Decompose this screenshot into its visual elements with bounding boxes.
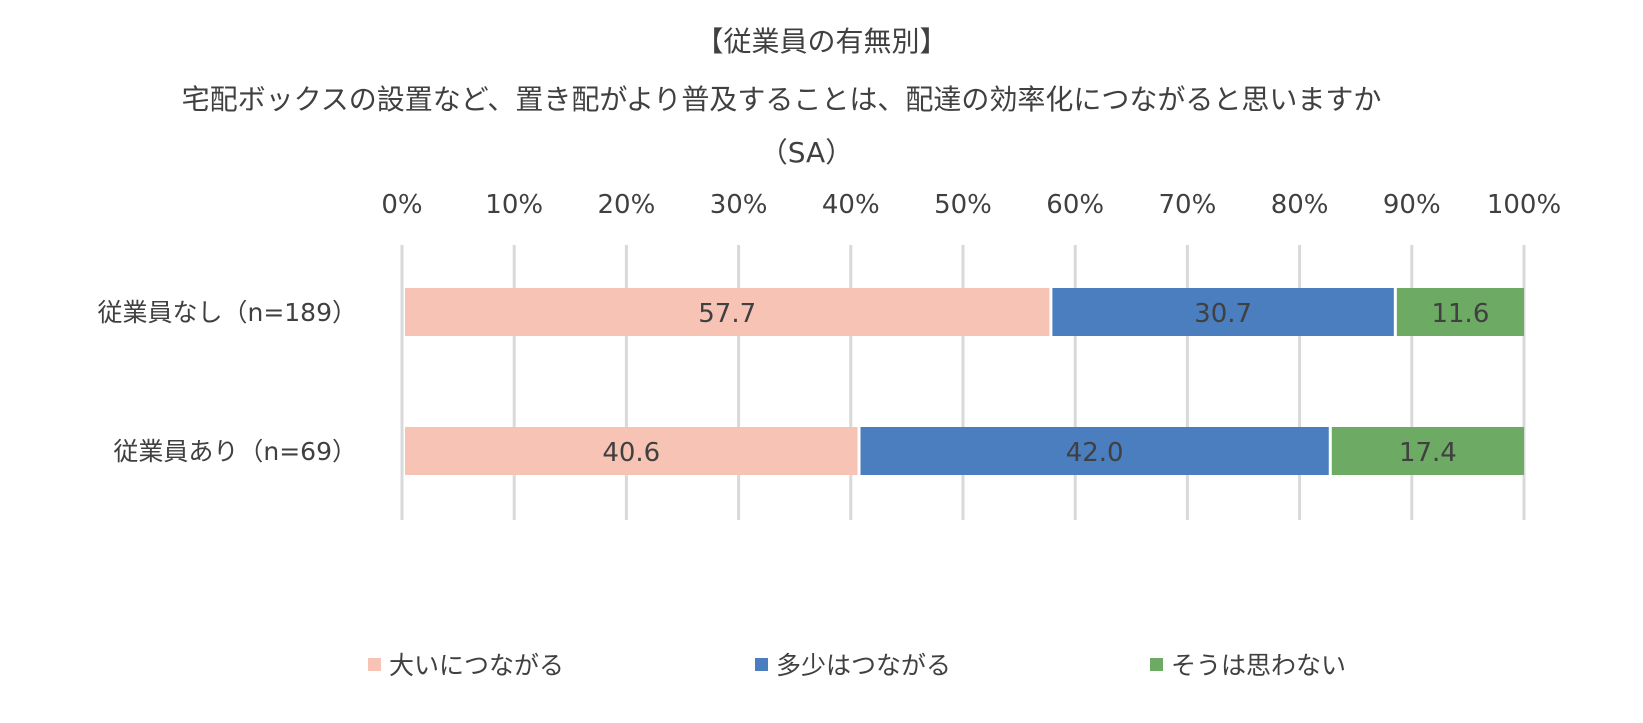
chart-title-line-3: （SA）	[759, 136, 854, 169]
x-tick-label: 20%	[598, 190, 656, 220]
legend-label-series-3: そうは思わない	[1171, 651, 1347, 680]
data-label: 30.7	[1194, 299, 1252, 329]
bar-segment	[1331, 427, 1524, 475]
chart-legend: 大いにつながる 多少はつながる そうは思わない	[0, 646, 1643, 680]
legend-label-series-2: 多少はつながる	[776, 651, 952, 680]
chart-title-line-2: 宅配ボックスの設置など、置き配がより普及することは、配達の効率化につながると思い…	[181, 83, 1382, 116]
bar-segment	[860, 427, 1329, 475]
x-tick-label: 0%	[381, 190, 422, 220]
x-tick-label: 30%	[710, 190, 768, 220]
legend-item-series-3: そうは思わない	[1150, 646, 1346, 682]
x-tick-label: 90%	[1383, 190, 1441, 220]
data-label: 42.0	[1066, 438, 1124, 468]
bar-segment	[405, 288, 1050, 336]
x-tick-label: 60%	[1046, 190, 1104, 220]
x-tick-label: 10%	[485, 190, 543, 220]
bar-segment	[1052, 288, 1394, 336]
data-label: 11.6	[1431, 299, 1489, 329]
legend-label-series-1: 大いにつながる	[389, 651, 565, 680]
x-tick-label: 100%	[1487, 190, 1561, 220]
chart-title-line-1: 【従業員の有無別】	[695, 25, 948, 58]
legend-swatch-series-1	[368, 657, 381, 671]
legend-item-series-2: 多少はつながる	[755, 646, 951, 682]
data-label: 40.6	[602, 438, 660, 468]
category-label: 従業員あり（n=69）	[113, 437, 357, 466]
bar-segment	[405, 427, 858, 475]
data-label: 57.7	[698, 299, 756, 329]
x-tick-label: 70%	[1159, 190, 1217, 220]
x-tick-label: 80%	[1271, 190, 1329, 220]
legend-item-series-1: 大いにつながる	[368, 646, 564, 682]
bar-segment	[1396, 288, 1524, 336]
category-label: 従業員なし（n=189）	[97, 298, 357, 327]
data-label: 17.4	[1399, 438, 1457, 468]
x-tick-label: 50%	[934, 190, 992, 220]
legend-swatch-series-2	[755, 657, 768, 671]
legend-swatch-series-3	[1150, 657, 1163, 671]
x-tick-label: 40%	[822, 190, 880, 220]
